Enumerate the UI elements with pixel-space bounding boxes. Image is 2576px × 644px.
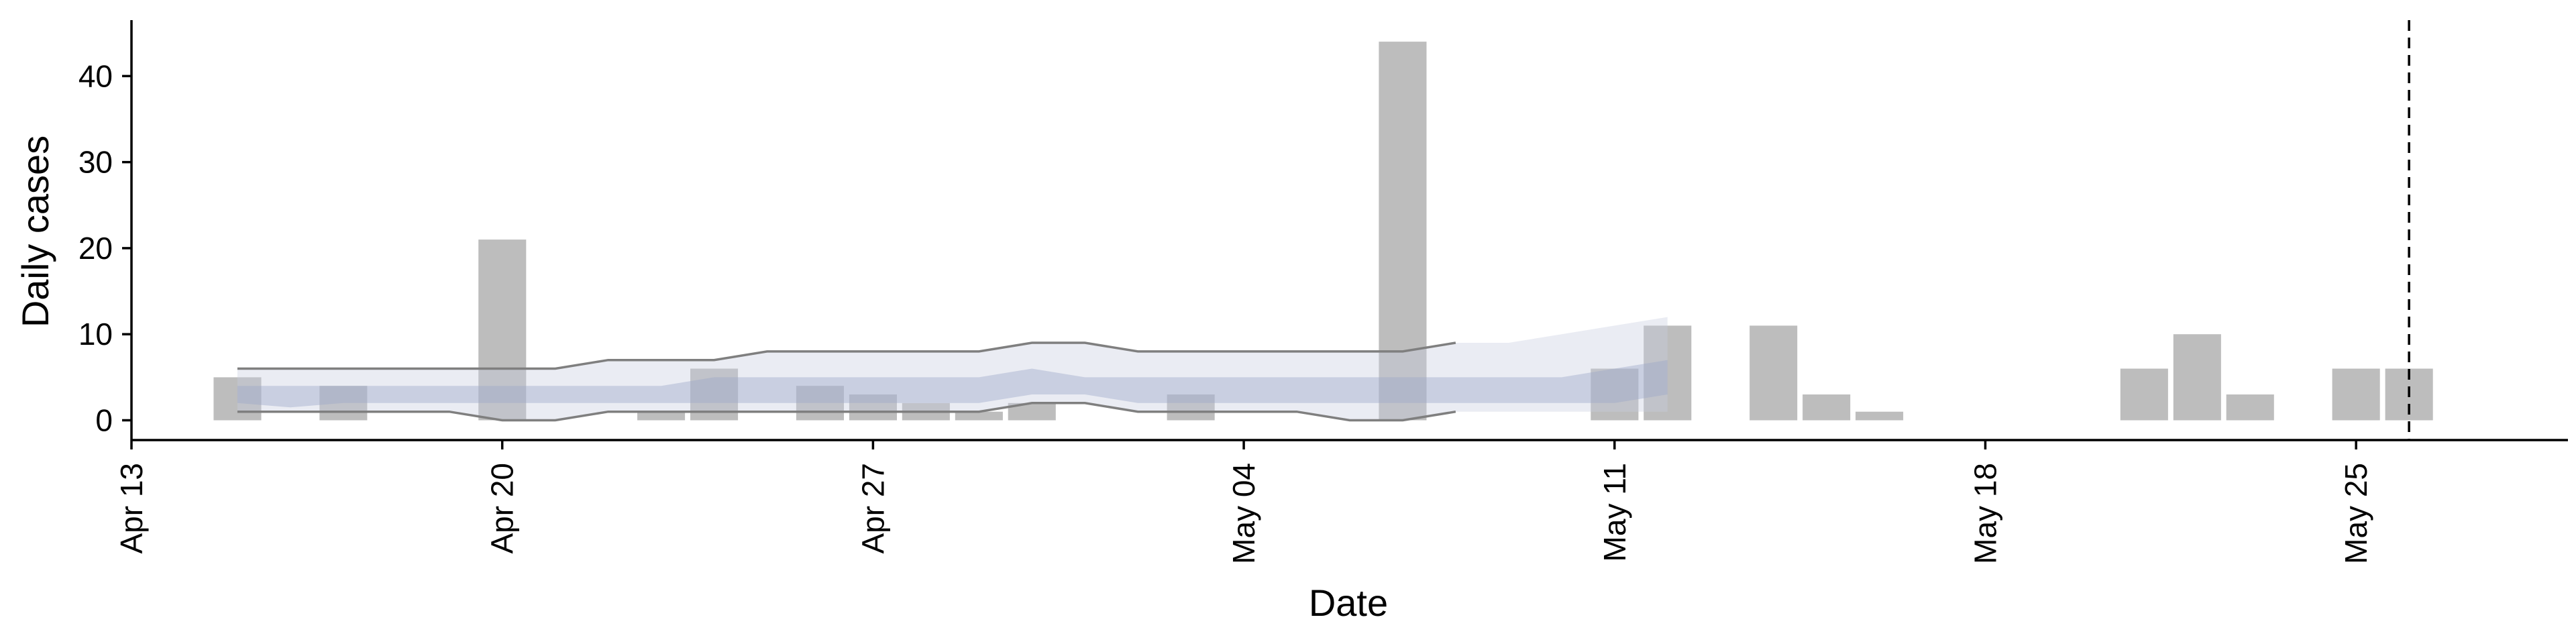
bar-2020-05-25 xyxy=(2332,368,2380,421)
x-tick-label: May 11 xyxy=(1597,463,1632,561)
bar-2020-04-29 xyxy=(955,411,1003,421)
bar-2020-04-26 xyxy=(796,386,844,421)
bar-2020-04-20 xyxy=(478,239,527,421)
y-tick-label: 40 xyxy=(78,58,113,93)
band-90 xyxy=(237,317,1668,421)
bar-2020-04-15 xyxy=(213,377,262,421)
x-tick-label: May 18 xyxy=(1968,463,2003,564)
bar-2020-05-22 xyxy=(2173,334,2221,421)
bar-2020-05-14 xyxy=(1750,325,1798,421)
y-axis-title: Daily cases xyxy=(14,136,56,327)
bar-2020-04-23 xyxy=(637,411,686,421)
estimate-band-layer xyxy=(237,317,1668,421)
estimate-lines-layer xyxy=(237,341,1456,422)
ticks-layer: 0 10 20 30 40 Apr 13 Apr 20 Apr 27 May 04 May 11 M… xyxy=(78,58,2373,564)
x-tick-label: Apr 20 xyxy=(485,463,520,554)
y-tick-label: 20 xyxy=(78,231,113,266)
upper-bound-line xyxy=(237,341,1456,370)
bar-2020-05-16 xyxy=(1856,411,1904,421)
bar-2020-05-11 xyxy=(1591,368,1639,421)
bar-2020-05-07 xyxy=(1379,42,1427,421)
y-tick-label: 10 xyxy=(78,317,113,352)
axes-layer xyxy=(130,20,2568,441)
x-tick-label: Apr 13 xyxy=(114,463,149,554)
x-tick-label: May 04 xyxy=(1226,463,1261,564)
lower-bound-line xyxy=(237,402,1456,422)
bar-2020-05-23 xyxy=(2226,394,2274,421)
bar-2020-05-12 xyxy=(1644,325,1692,421)
bar-2020-05-15 xyxy=(1803,394,1851,421)
bar-2020-04-27 xyxy=(849,394,897,421)
x-tick-label: May 25 xyxy=(2339,463,2373,564)
x-tick-label: Apr 27 xyxy=(855,463,890,554)
bar-2020-04-17 xyxy=(319,386,368,421)
band-50 xyxy=(237,360,1668,408)
bar-2020-05-21 xyxy=(2120,368,2168,421)
bar-2020-05-03 xyxy=(1167,394,1215,421)
x-axis-title: Date xyxy=(1309,582,1388,624)
y-tick-label: 0 xyxy=(95,402,113,437)
y-tick-label: 30 xyxy=(78,145,113,180)
